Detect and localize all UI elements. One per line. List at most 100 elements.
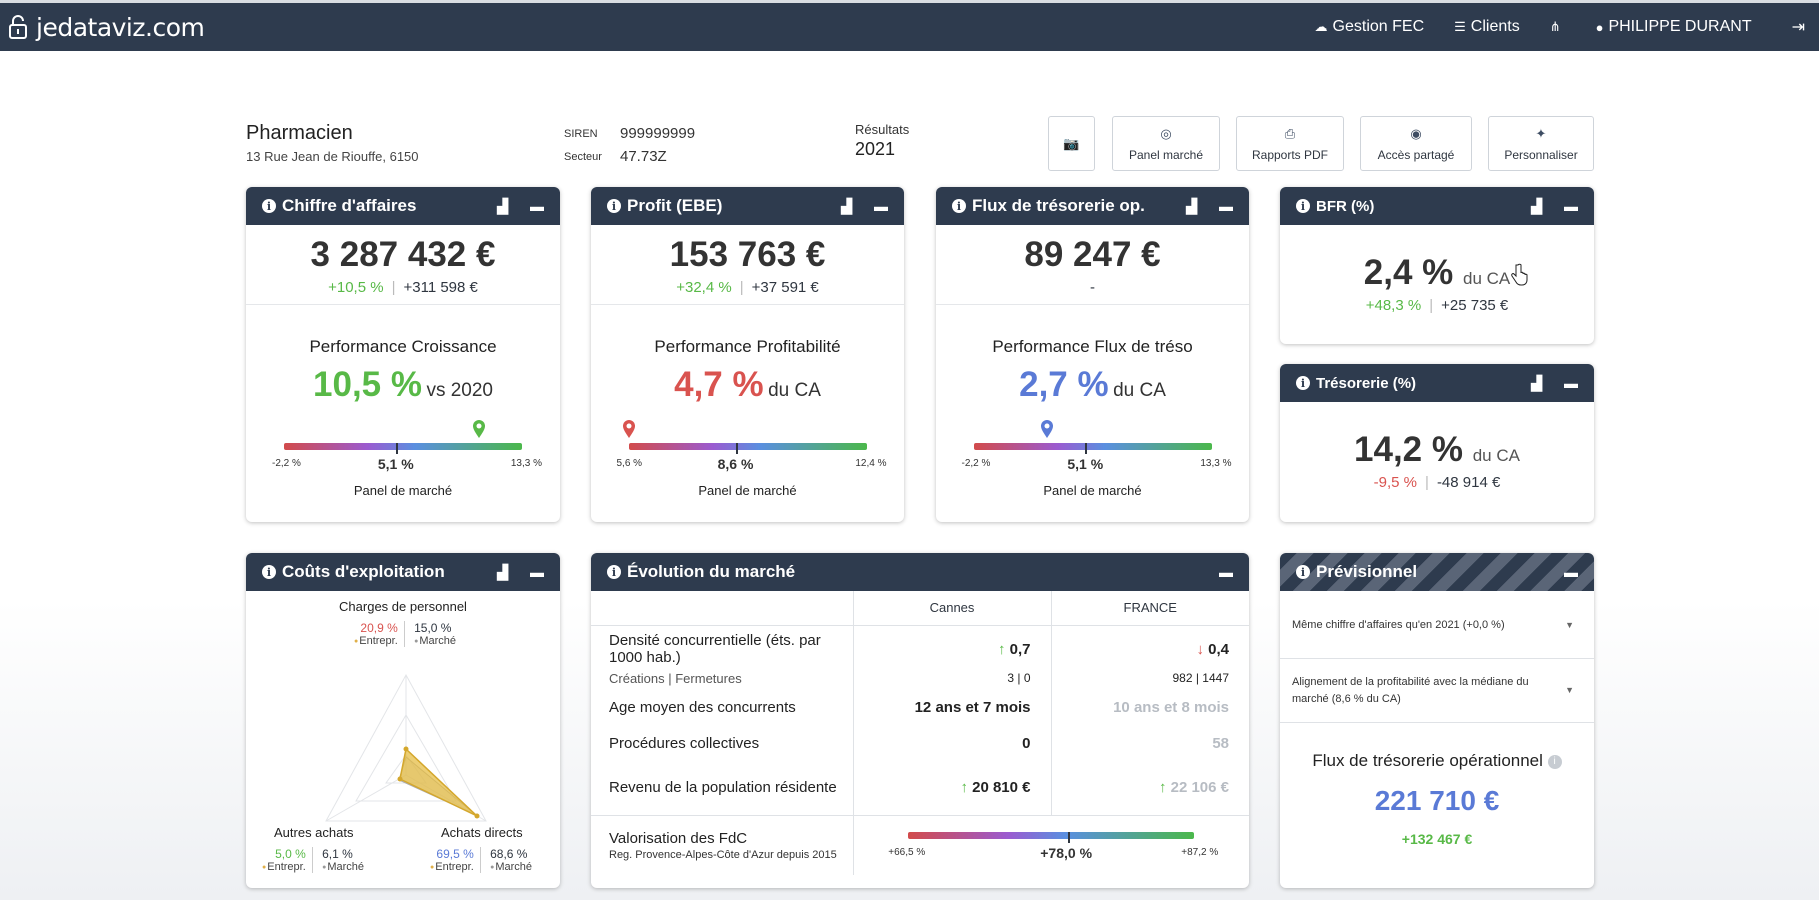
map-pin-icon [1041,420,1054,438]
mkt-word: Marché [414,635,456,647]
gauge-median: 5,1 % [377,456,414,472]
table-row: Densité concurrentielle (éts. par 1000 h… [591,625,1249,667]
info-icon[interactable]: i [262,199,276,213]
map-pin-icon [473,420,486,438]
bfr-value: 2,4 % [1363,253,1454,292]
card-header: i Coûts d'exploitation ▟ ▬ [246,553,560,591]
gauge-median-tick [1085,443,1088,454]
info-icon[interactable]: i [1296,565,1310,579]
proc-france: 58 [1212,734,1229,752]
perf-title: Performance Flux de tréso [992,337,1193,356]
logout-icon: ⇥ [1791,19,1805,36]
chart-icon[interactable]: ▟ [497,197,508,214]
chevron-down-icon: ▼ [1565,619,1574,630]
revenu-label: Revenu de la population résidente [591,761,854,815]
logo-text: jedataviz.com [36,12,205,42]
kpi-delta-abs: +37 591 € [751,279,819,296]
info-icon[interactable]: i [607,565,621,579]
card-title: Trésorerie (%) [1316,374,1417,392]
kpi-value: 3 287 432 € [310,235,496,274]
info-circle-icon[interactable]: i [1547,754,1562,769]
densite-local: 0,7 [1009,640,1031,658]
personnaliser-button[interactable]: ✦ Personnaliser [1488,116,1594,171]
kpi-value: 153 763 € [669,235,826,274]
nav-user[interactable]: ● PHILIPPE DURANT [1596,18,1752,36]
info-icon[interactable]: i [1296,199,1310,213]
tresorerie-card: i Trésorerie (%) ▟ ▬ 14,2 % du CA -9,5 % |… [1280,364,1594,522]
comment-icon[interactable]: ▬ [1564,198,1578,214]
kpi-card-ebe: i Profit (EBE) ▟ ▬ 153 763 € +32,4 % | +37 … [591,187,904,522]
secteur-value: 47.73Z [620,148,667,165]
left-ent-value: 5,0 % [275,847,306,861]
market-table: Cannes FRANCE Densité concurrentielle (é… [591,591,1249,875]
kpi-delta-abs: - [1090,279,1095,296]
list-icon: ☰ [1454,19,1466,34]
col-local: Cannes [853,591,1052,626]
gauge-high: 12,4 % [855,458,887,469]
rapports-pdf-button[interactable]: ⎙ Rapports PDF [1236,116,1344,171]
nav-clients-label: Clients [1470,18,1520,35]
perf-value: 2,7 % [1019,365,1109,404]
card-header: i Flux de trésorerie op. ▟ ▬ [936,187,1249,225]
gauge-median-tick [1068,832,1071,844]
radar-right-values: 69,5 %Entrepr. 68,6 %Marché [430,847,532,873]
info-icon[interactable]: i [607,199,621,213]
comment-icon[interactable]: ▬ [874,198,888,214]
comment-icon[interactable]: ▬ [1564,564,1578,580]
logo[interactable]: jedataviz.com [8,12,205,42]
previsionnel-card: i Prévisionnel ▬ Même chiffre d'affaires… [1280,553,1594,888]
card-title: Chiffre d'affaires [282,196,417,215]
comment-icon[interactable]: ▬ [1564,375,1578,391]
table-row: Procédures collectives 0 58 [591,725,1249,761]
rapports-pdf-label: Rapports PDF [1251,147,1329,162]
nav-gestion-fec[interactable]: ☁ Gestion FEC [1315,18,1425,36]
table-row: Valorisation des FdC Reg. Provence-Alpes… [591,815,1249,875]
nav-clients[interactable]: ☰ Clients [1454,18,1520,36]
comment-icon[interactable]: ▬ [1219,198,1233,214]
kpi-delta-pct: +32,4 % [676,279,732,296]
proc-label: Procédures collectives [591,725,854,761]
panel-marche-label: Panel marché [1128,147,1204,162]
comment-icon[interactable]: ▬ [530,198,544,214]
gauge-low: -2,2 % [272,458,301,469]
radar-chart [325,673,487,822]
chart-icon[interactable]: ▟ [497,563,508,580]
chart-icon[interactable]: ▟ [1186,197,1197,214]
logout-button[interactable]: ⇥ [1792,17,1805,37]
chart-icon[interactable]: ▟ [1531,374,1542,391]
revenu-local: 20 810 € [972,779,1031,797]
chart-icon[interactable]: ▟ [841,197,852,214]
results-year-block: Résultats 2021 [855,122,909,160]
results-year[interactable]: 2021 [855,139,896,159]
forecast-dropdown-ca[interactable]: Même chiffre d'affaires qu'en 2021 (+0,0… [1280,591,1594,659]
acces-partage-button[interactable]: ◉ Accès partagé [1360,116,1472,171]
card-header: i Trésorerie (%) ▟ ▬ [1280,364,1594,402]
market-gauge: -2,2 % 5,1 % 13,3 % [272,420,542,477]
panel-marche-button[interactable]: ◎ Panel marché [1112,116,1220,171]
arrow-down-icon: ↓ [1196,640,1204,658]
bfr-unit: du CA [1462,269,1511,288]
ent-word: Entrepr. [262,861,306,873]
forecast-dropdown-profit[interactable]: Alignement de la profitabilité avec la m… [1280,659,1594,723]
couts-card: i Coûts d'exploitation ▟ ▬ Charges de per… [246,553,560,888]
perf-unit: vs 2020 [426,380,493,401]
acces-partage-label: Accès partagé [1377,147,1455,162]
creations-france: 982 | 1447 [1172,671,1229,685]
radar-left-values: 5,0 %Entrepr. 6,1 %Marché [262,847,364,873]
map-pin-icon [622,420,635,438]
gauge-median-tick [395,443,398,454]
comment-icon[interactable]: ▬ [1219,564,1233,580]
age-label: Age moyen des concurrents [591,689,854,725]
cloud-icon: ☁ [1314,19,1328,34]
info-icon[interactable]: i [262,565,276,579]
nav-org[interactable]: ⋔ [1550,19,1566,35]
info-icon[interactable]: i [952,199,966,213]
gauge-high: +87,2 % [1181,847,1219,859]
nav-user-label: PHILIPPE DURANT [1608,18,1752,35]
info-icon[interactable]: i [1296,376,1310,390]
comment-icon[interactable]: ▬ [530,564,544,580]
chart-icon[interactable]: ▟ [1531,197,1542,214]
mkt-word: Marché [490,861,532,873]
screenshot-button[interactable]: 📷 [1048,116,1095,171]
perf-unit: du CA [768,380,821,401]
